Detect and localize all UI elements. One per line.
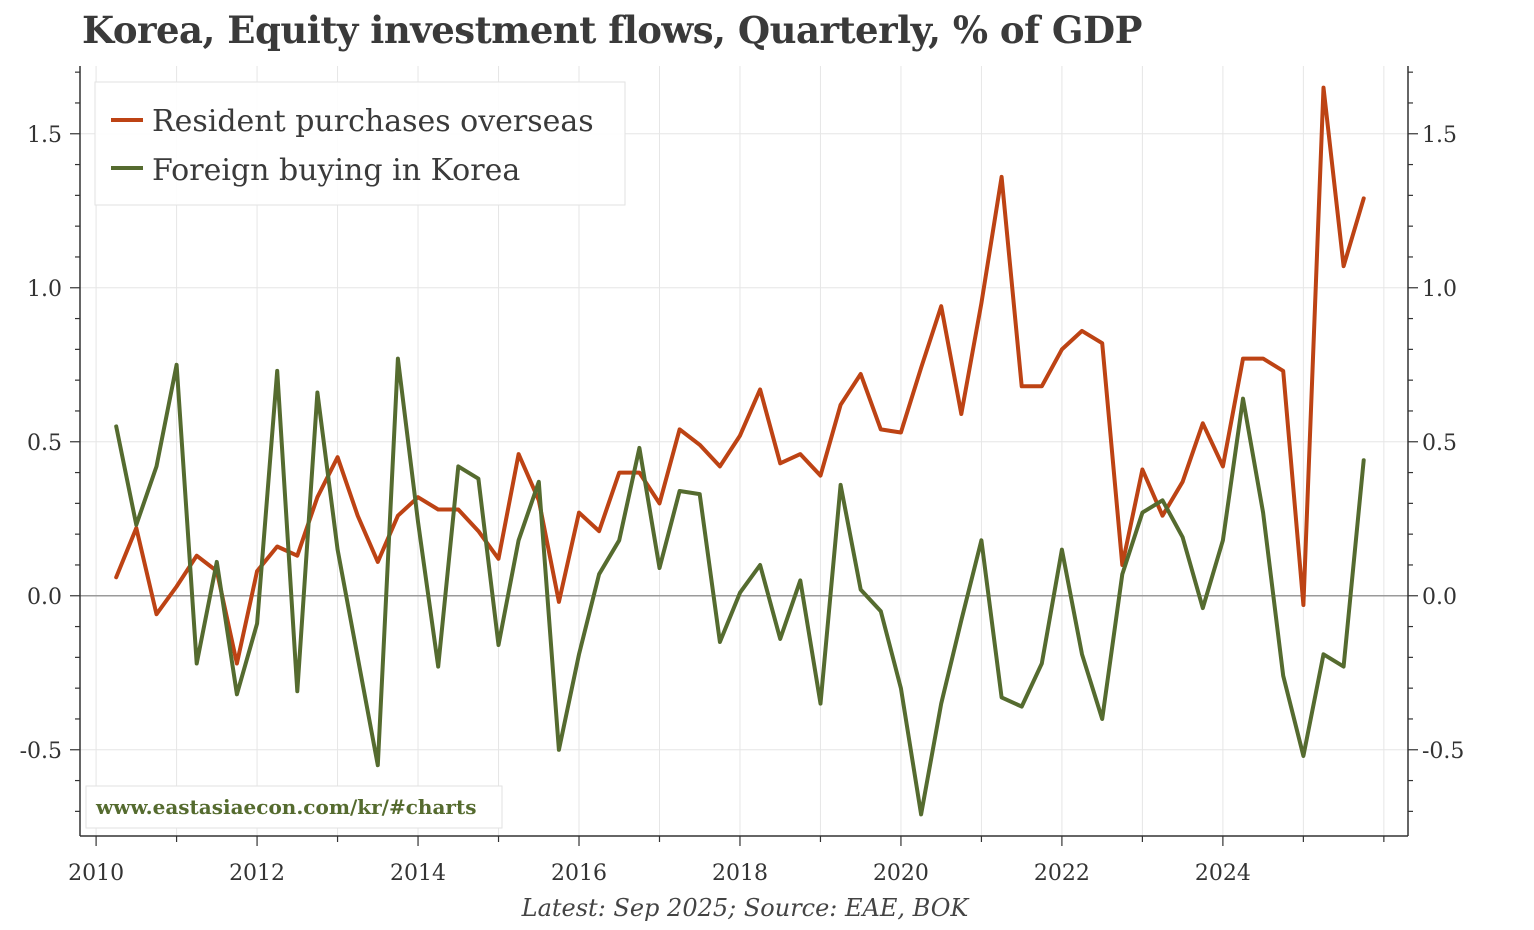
chart-footnote: Latest: Sep 2025; Source: EAE, BOK (521, 894, 969, 922)
x-tick-label-2018: 2018 (712, 861, 768, 886)
chart-title: Korea, Equity investment flows, Quarterl… (82, 8, 1142, 52)
x-tick-label-2010: 2010 (68, 861, 124, 886)
y-tick-label-left: -0.5 (20, 739, 62, 764)
series-layer (114, 85, 1366, 817)
y-tick-label-right: 1.5 (1422, 123, 1457, 148)
legend-box (94, 81, 626, 206)
y-tick-label-right: 0.5 (1422, 431, 1457, 456)
y-tick-label-right: -0.5 (1422, 739, 1464, 764)
legend-label-foreign-buying: Foreign buying in Korea (152, 153, 520, 188)
series-line-foreign-buying (114, 356, 1366, 817)
tick-label-layer: 2010 2012 2014 2016 2018 2020 2022 2024 -0.5 -0.5… (20, 123, 1465, 886)
y-tick-label-right: 1.0 (1422, 277, 1457, 302)
x-tick-label-2020: 2020 (873, 861, 929, 886)
y-tick-label-left: 0.5 (27, 431, 62, 456)
axis-layer (70, 66, 1418, 846)
y-tick-label-right: 0.0 (1422, 585, 1457, 610)
watermark-box (85, 785, 503, 829)
x-tick-label-2016: 2016 (551, 861, 607, 886)
y-tick-label-left: 1.5 (27, 123, 62, 148)
legend-label-resident-purchases: Resident purchases overseas (152, 104, 594, 139)
series-line-resident-purchases (114, 85, 1366, 666)
y-tick-label-left: 1.0 (27, 277, 62, 302)
x-tick-label-2022: 2022 (1034, 861, 1090, 886)
x-tick-label-2012: 2012 (229, 861, 285, 886)
watermark: www.eastasiaecon.com/kr/#charts (85, 785, 503, 829)
x-tick-label-2024: 2024 (1195, 861, 1251, 886)
y-tick-label-left: 0.0 (27, 585, 62, 610)
x-tick-label-2014: 2014 (390, 861, 446, 886)
watermark-link[interactable]: www.eastasiaecon.com/kr/#charts (95, 795, 476, 819)
legend: Resident purchases overseas Foreign buyi… (94, 81, 626, 206)
